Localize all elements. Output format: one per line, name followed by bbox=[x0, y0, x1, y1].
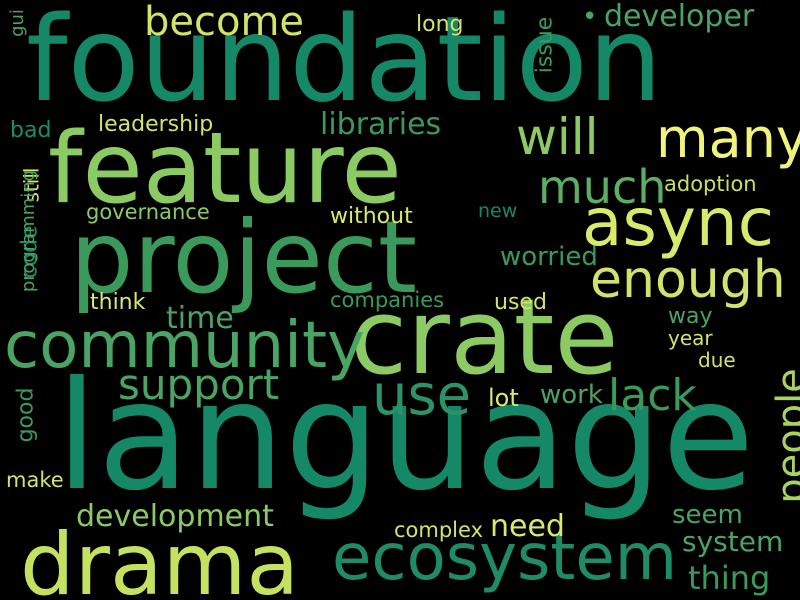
word-lack: lack bbox=[608, 370, 697, 421]
word-system: system bbox=[682, 525, 784, 558]
word-project: project bbox=[70, 199, 418, 316]
word-language: language bbox=[56, 350, 755, 524]
word-enough: enough bbox=[590, 250, 786, 310]
word-bad: bad bbox=[10, 118, 52, 143]
word-due: due bbox=[698, 348, 736, 372]
word-without: without bbox=[330, 204, 413, 229]
bullet-dot: • bbox=[582, 2, 598, 32]
word-become: become bbox=[144, 0, 305, 45]
word-drama: drama bbox=[20, 515, 300, 600]
word-time: time bbox=[166, 301, 234, 336]
word-feature: feature bbox=[48, 112, 402, 226]
word-leadership: leadership bbox=[98, 112, 214, 137]
word-async: async bbox=[582, 184, 775, 261]
word-use: use bbox=[372, 363, 472, 428]
word-long: long bbox=[416, 12, 464, 37]
word-much: much bbox=[538, 160, 667, 214]
word-issue: issue bbox=[532, 16, 558, 74]
word-ecosystem: ecosystem bbox=[332, 521, 678, 595]
word-make: make bbox=[6, 468, 64, 492]
word-crate: crate bbox=[350, 276, 619, 398]
word-adoption: adoption bbox=[664, 172, 757, 196]
word-development: development bbox=[76, 499, 274, 534]
word-will: will bbox=[516, 108, 599, 166]
word-way: way bbox=[668, 304, 713, 329]
word-seem: seem bbox=[672, 500, 743, 530]
word-year: year bbox=[668, 326, 713, 350]
word-work: work bbox=[540, 380, 603, 410]
word-complex: complex bbox=[394, 518, 483, 542]
word-good: good bbox=[13, 387, 39, 443]
word-developer: developer bbox=[604, 0, 755, 34]
word-thing: thing bbox=[688, 559, 771, 597]
word-used: used bbox=[494, 290, 547, 315]
word-need: need bbox=[490, 509, 565, 544]
word-think: think bbox=[90, 290, 146, 315]
word-companies: companies bbox=[330, 288, 445, 312]
word-community: community bbox=[4, 309, 365, 383]
word-foundation: foundation bbox=[26, 0, 663, 128]
word-gui: gui bbox=[6, 9, 28, 37]
word-worried: worried bbox=[500, 242, 598, 272]
word-support: support bbox=[118, 360, 280, 409]
word-people: people bbox=[768, 368, 800, 504]
word-new: new bbox=[478, 200, 518, 222]
word-programming: programming bbox=[18, 169, 40, 293]
word-lot: lot bbox=[488, 384, 519, 412]
word-governance: governance bbox=[86, 200, 210, 224]
word-many: many bbox=[656, 107, 800, 170]
word-libraries: libraries bbox=[320, 107, 442, 142]
